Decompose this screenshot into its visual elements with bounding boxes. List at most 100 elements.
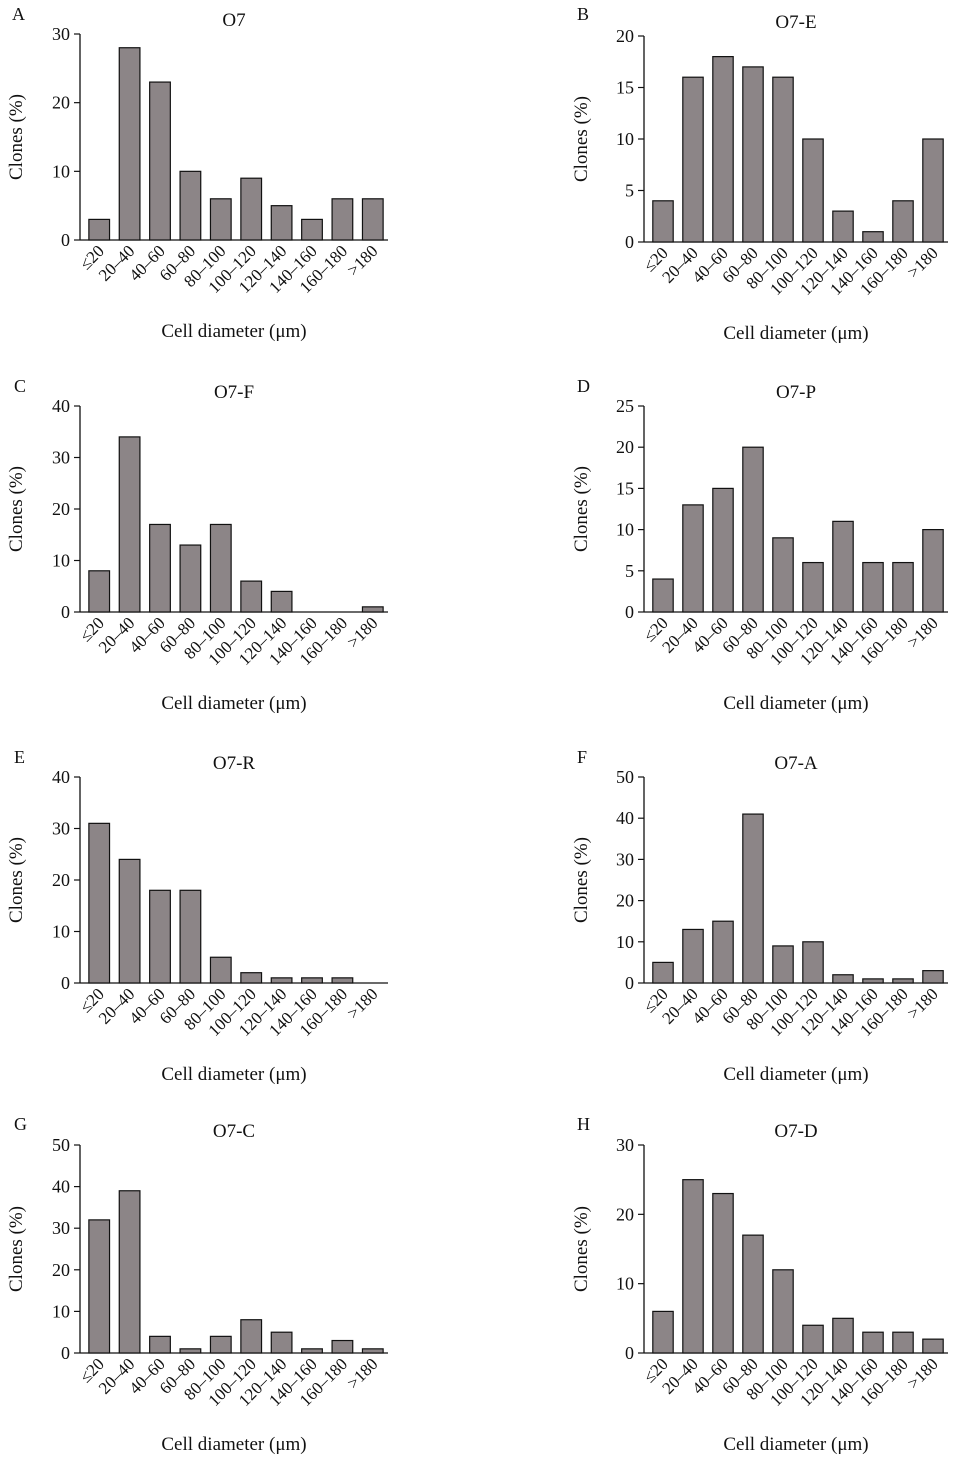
- bar: [88, 570, 111, 613]
- bar: [331, 977, 354, 984]
- bar: [922, 970, 944, 984]
- bar: [892, 200, 914, 243]
- chart-title: O7-D: [774, 1121, 817, 1142]
- bar: [301, 977, 323, 984]
- bar: [88, 218, 111, 241]
- bar: [361, 198, 384, 241]
- panel-letter: G: [14, 1114, 27, 1134]
- y-tick-label: 40: [52, 396, 70, 416]
- bar: [240, 972, 263, 984]
- y-axis-label: Clones (%): [571, 96, 592, 182]
- bar: [240, 580, 263, 613]
- y-tick-label: 20: [616, 891, 634, 911]
- bar: [772, 945, 794, 984]
- bar: [209, 1335, 232, 1354]
- y-tick-label: 0: [625, 1343, 634, 1363]
- y-tick-label: 0: [61, 602, 70, 622]
- bar: [742, 1234, 764, 1354]
- y-tick-label: 0: [61, 1343, 70, 1363]
- y-tick-label: 0: [61, 973, 70, 993]
- bar: [118, 436, 141, 613]
- y-tick-label: 30: [52, 819, 70, 839]
- y-tick-label: 0: [61, 230, 70, 250]
- y-axis-label: Clones (%): [6, 94, 27, 180]
- y-tick-label: 20: [52, 93, 70, 113]
- y-tick-label: 20: [52, 870, 70, 890]
- y-tick-label: 20: [52, 499, 70, 519]
- y-axis-label: Clones (%): [6, 466, 27, 552]
- bar: [862, 231, 884, 243]
- x-axis-label: Cell diameter (μm): [723, 1064, 868, 1085]
- y-tick-label: 30: [616, 1135, 634, 1155]
- bar: [922, 1338, 944, 1354]
- bar: [802, 941, 824, 984]
- x-axis-label: Cell diameter (μm): [161, 1064, 306, 1085]
- bar: [149, 81, 171, 241]
- chart-title: O7-R: [213, 753, 256, 774]
- bar: [892, 1331, 914, 1354]
- bar: [652, 578, 674, 613]
- bar: [652, 961, 674, 984]
- bar: [149, 889, 171, 984]
- bar: [892, 978, 914, 984]
- bar: [862, 978, 884, 984]
- bar: [682, 504, 704, 613]
- bar: [179, 1348, 202, 1354]
- panel-letter: C: [14, 376, 26, 396]
- y-tick-label: 30: [52, 1218, 70, 1238]
- bar: [742, 66, 764, 243]
- bar: [832, 210, 854, 243]
- bar: [240, 1319, 263, 1354]
- bar: [742, 813, 764, 984]
- y-tick-label: 50: [616, 767, 634, 787]
- bar: [301, 1348, 323, 1354]
- bar: [270, 1331, 293, 1354]
- bar: [331, 198, 354, 241]
- y-tick-label: 30: [52, 24, 70, 44]
- bar: [149, 523, 171, 613]
- chart-title: O7-P: [776, 382, 816, 403]
- y-tick-label: 40: [52, 767, 70, 787]
- bar: [652, 200, 674, 243]
- x-axis-label: Cell diameter (μm): [161, 1434, 306, 1455]
- bar: [240, 177, 263, 241]
- y-axis-label: Clones (%): [6, 837, 27, 923]
- panel-letter: B: [577, 4, 589, 24]
- bar: [712, 1192, 734, 1354]
- panel-letter: A: [12, 4, 25, 24]
- bar: [712, 487, 734, 613]
- panel-letter: E: [14, 747, 25, 767]
- bar: [772, 537, 794, 613]
- bar: [712, 920, 734, 984]
- y-tick-label: 40: [52, 1177, 70, 1197]
- x-tick-label: >180: [343, 984, 381, 1022]
- bar: [922, 138, 944, 243]
- y-tick-label: 20: [52, 1260, 70, 1280]
- y-axis-label: Clones (%): [571, 837, 592, 923]
- x-tick-label: >180: [343, 1354, 381, 1392]
- bar: [712, 55, 734, 243]
- bar: [772, 76, 794, 243]
- bar: [361, 606, 384, 613]
- bar: [209, 198, 232, 241]
- y-tick-label: 10: [52, 551, 70, 571]
- x-axis-label: Cell diameter (μm): [723, 693, 868, 714]
- bar: [682, 928, 704, 984]
- chart-title: O7: [222, 10, 245, 31]
- y-tick-label: 15: [616, 78, 634, 98]
- bar: [832, 520, 854, 613]
- bar: [802, 138, 824, 243]
- bar: [682, 1179, 704, 1354]
- bar: [118, 858, 141, 984]
- x-tick-label: >180: [343, 241, 381, 279]
- bar: [742, 446, 764, 613]
- chart-title: O7-C: [213, 1121, 255, 1142]
- x-axis-label: Cell diameter (μm): [723, 323, 868, 344]
- y-tick-label: 20: [616, 26, 634, 46]
- y-tick-label: 5: [625, 181, 634, 201]
- bar: [209, 956, 232, 984]
- y-tick-label: 10: [52, 922, 70, 942]
